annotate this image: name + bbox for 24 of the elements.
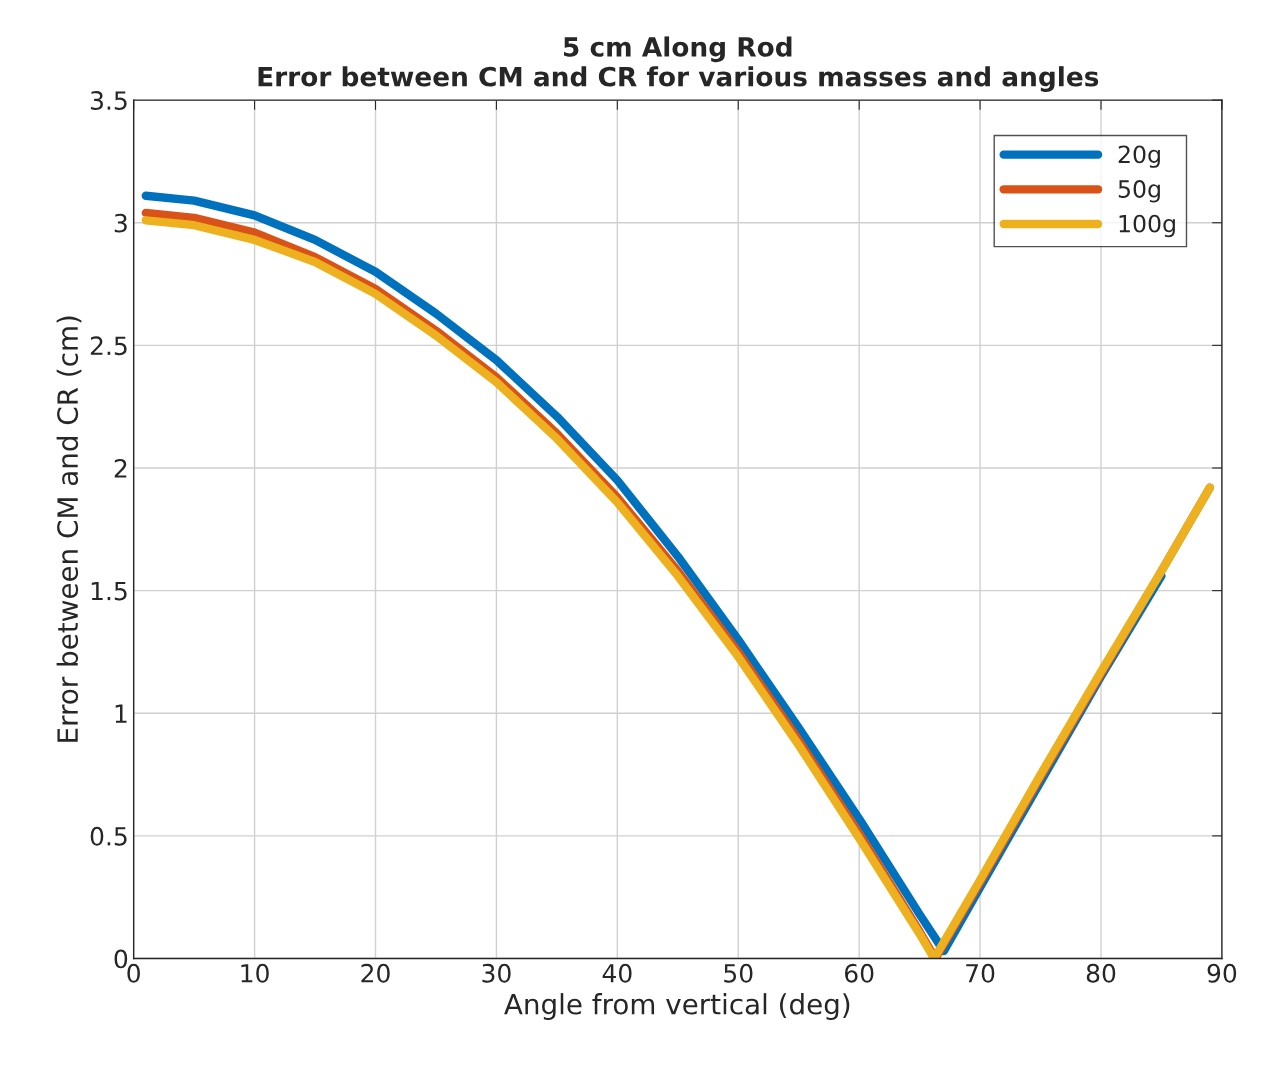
y-tick-label: 1 [115,704,127,723]
legend-label: 20g [1118,145,1160,168]
y-axis-title: Error between CM and CR (cm) [56,316,82,742]
y-tick-label: 3.5 [90,91,127,110]
x-tick-label: 80 [1086,963,1116,983]
y-tick-label: 0.5 [90,826,127,846]
x-tick-label: 20 [361,963,390,983]
y-tick-label: 1.5 [91,581,127,601]
x-tick-label: 50 [724,963,753,983]
x-tick-label: 40 [602,963,632,983]
chart-subtitle: Error between CM and CR for various masses and angles [258,66,1099,92]
x-tick-label: 90 [1207,963,1237,983]
x-axis-title: Angle from vertical (deg) [504,993,850,1020]
x-tick-label: 70 [966,963,995,983]
legend-label: 50g [1118,180,1160,203]
y-tick-label: 3 [114,213,127,233]
y-tick-label: 2 [114,458,127,478]
y-tick-label: 2.5 [90,336,127,356]
x-tick-label: 10 [241,963,269,983]
legend-label: 100g [1119,214,1175,238]
x-tick-label: 60 [845,963,874,983]
x-tick-label: 30 [482,963,511,983]
chart-title: 5 cm Along Rod [563,36,792,63]
y-tick-label: 0 [114,949,128,969]
